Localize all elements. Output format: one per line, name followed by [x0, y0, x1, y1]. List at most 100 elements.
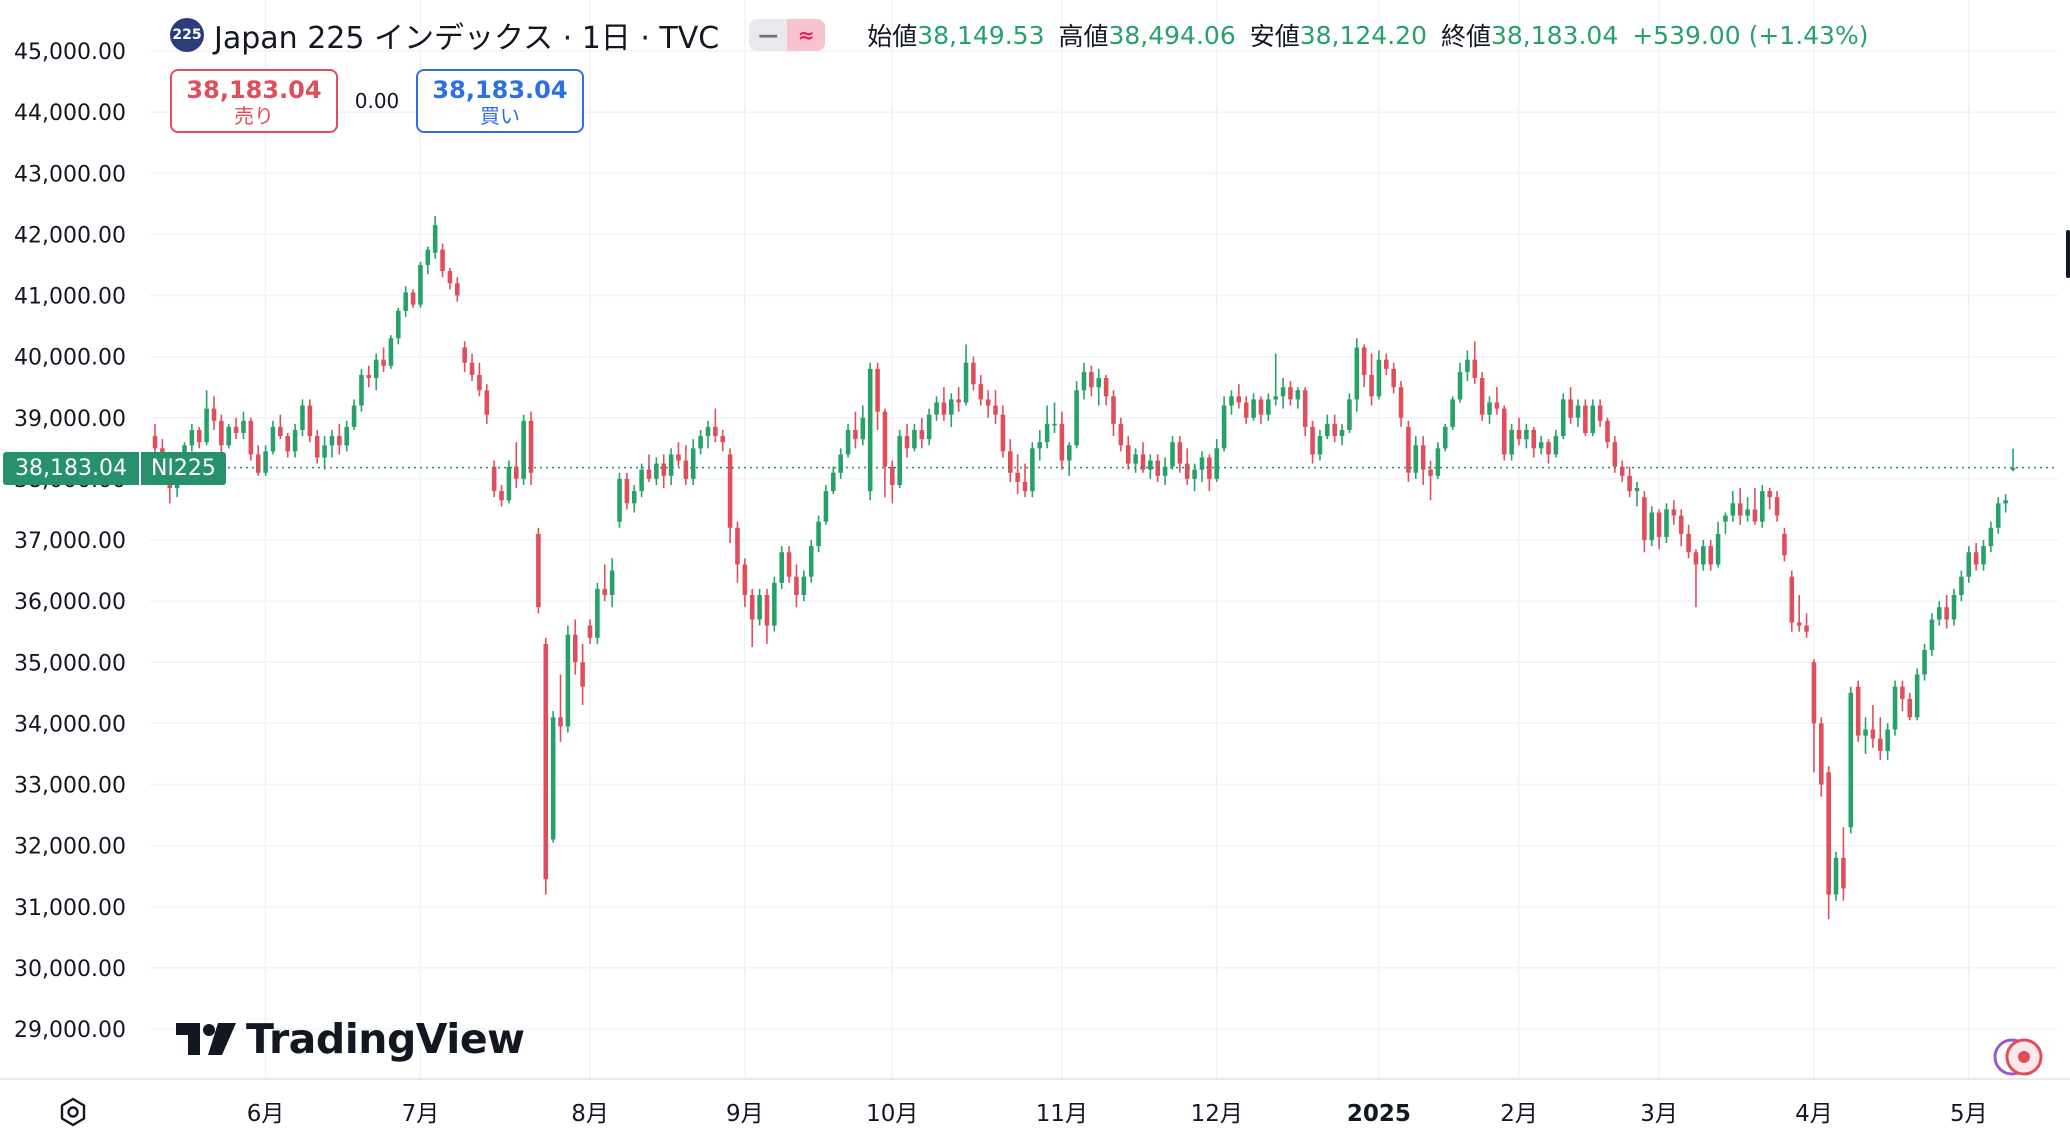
candle[interactable]: [1317, 429, 1323, 461]
candle[interactable]: [1420, 436, 1426, 485]
candle[interactable]: [1892, 680, 1898, 736]
candle[interactable]: [1155, 454, 1161, 482]
candle[interactable]: [971, 356, 976, 391]
candle[interactable]: [1406, 420, 1411, 482]
candle[interactable]: [978, 374, 984, 406]
candle[interactable]: [337, 423, 342, 455]
candle[interactable]: [1981, 540, 1986, 571]
candle[interactable]: [949, 393, 954, 427]
candle[interactable]: [749, 588, 755, 647]
candle[interactable]: [1221, 396, 1227, 452]
candle[interactable]: [1140, 442, 1146, 473]
candle[interactable]: [1583, 399, 1588, 437]
candle[interactable]: [1686, 524, 1691, 559]
candle[interactable]: [1671, 500, 1677, 525]
candle[interactable]: [1841, 827, 1846, 901]
candle[interactable]: [285, 433, 290, 458]
candle[interactable]: [1959, 570, 1964, 602]
candle[interactable]: [1804, 613, 1809, 638]
candle[interactable]: [484, 384, 490, 424]
candle[interactable]: [1000, 405, 1006, 458]
candle[interactable]: [1339, 423, 1345, 446]
candle[interactable]: [1656, 509, 1662, 550]
candle[interactable]: [550, 711, 556, 843]
approx-icon[interactable]: ≈: [787, 19, 826, 51]
candle[interactable]: [720, 429, 726, 452]
candle[interactable]: [690, 439, 696, 485]
candle[interactable]: [1280, 378, 1286, 409]
visibility-toggle[interactable]: — ≈: [749, 19, 826, 51]
candle[interactable]: [1295, 387, 1301, 409]
candle[interactable]: [1081, 362, 1087, 400]
candle[interactable]: [963, 344, 969, 406]
candle[interactable]: [587, 619, 593, 644]
candle[interactable]: [1398, 381, 1404, 427]
candle[interactable]: [528, 411, 534, 485]
candle[interactable]: [668, 448, 674, 485]
candle[interactable]: [1634, 481, 1640, 507]
candle[interactable]: [1487, 396, 1492, 424]
candle[interactable]: [300, 399, 305, 437]
candle[interactable]: [882, 408, 888, 498]
candle[interactable]: [867, 362, 873, 501]
candle[interactable]: [698, 429, 703, 455]
candle[interactable]: [1878, 717, 1883, 761]
candle[interactable]: [1715, 521, 1721, 568]
candle[interactable]: [912, 423, 917, 452]
candle[interactable]: [941, 387, 947, 421]
candle[interactable]: [1819, 717, 1824, 797]
candle[interactable]: [447, 267, 453, 290]
candle[interactable]: [1243, 396, 1249, 424]
candle[interactable]: [993, 390, 998, 424]
candle[interactable]: [580, 643, 585, 706]
candle[interactable]: [1855, 680, 1861, 742]
candle[interactable]: [1612, 436, 1618, 473]
candle[interactable]: [469, 353, 475, 382]
candle[interactable]: [831, 466, 836, 495]
candle[interactable]: [1384, 353, 1389, 375]
candle[interactable]: [1413, 436, 1419, 479]
candle[interactable]: [764, 588, 770, 644]
candle[interactable]: [1479, 371, 1485, 421]
candle[interactable]: [477, 362, 482, 397]
candle[interactable]: [314, 429, 320, 464]
candle[interactable]: [329, 429, 335, 458]
candle[interactable]: [1089, 365, 1094, 397]
candle[interactable]: [735, 521, 740, 583]
candle[interactable]: [462, 341, 467, 372]
candle[interactable]: [2003, 494, 2008, 513]
candle[interactable]: [794, 564, 799, 608]
candle[interactable]: [1111, 390, 1116, 437]
candle[interactable]: [388, 335, 394, 369]
candle[interactable]: [1199, 451, 1205, 482]
candle[interactable]: [897, 429, 902, 489]
candle[interactable]: [602, 564, 608, 602]
candle[interactable]: [307, 399, 313, 443]
candle[interactable]: [816, 515, 821, 553]
candle[interactable]: [1096, 368, 1102, 406]
candle[interactable]: [513, 442, 519, 489]
candle[interactable]: [1052, 402, 1057, 434]
candle[interactable]: [1988, 521, 1994, 553]
candle[interactable]: [1457, 362, 1463, 403]
candle[interactable]: [1044, 405, 1050, 449]
candle[interactable]: [838, 448, 843, 479]
candle[interactable]: [292, 423, 298, 458]
symbol-badge[interactable]: 225: [170, 18, 204, 52]
candle[interactable]: [1531, 426, 1537, 458]
candle[interactable]: [1929, 613, 1935, 657]
candle[interactable]: [351, 399, 357, 430]
candle[interactable]: [565, 625, 571, 733]
candle[interactable]: [432, 216, 438, 259]
candle[interactable]: [1369, 353, 1374, 406]
candle[interactable]: [1472, 341, 1478, 385]
candle[interactable]: [1678, 509, 1684, 547]
candle[interactable]: [926, 408, 932, 446]
candle[interactable]: [1361, 344, 1367, 388]
candle[interactable]: [1273, 353, 1278, 406]
candle[interactable]: [1863, 717, 1868, 754]
candle[interactable]: [1782, 527, 1787, 562]
candle[interactable]: [1184, 448, 1190, 485]
candle[interactable]: [263, 445, 268, 476]
